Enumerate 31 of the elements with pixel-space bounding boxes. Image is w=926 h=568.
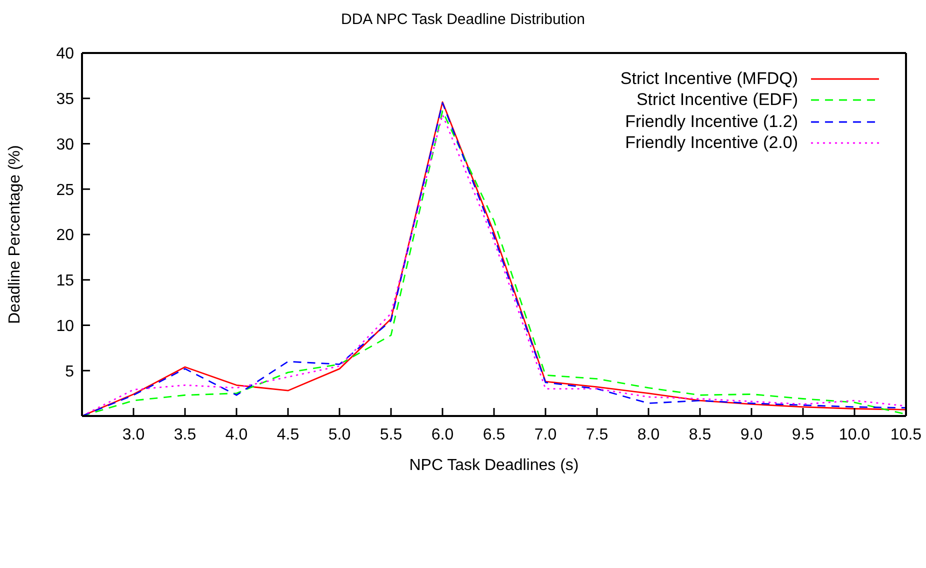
y-tick-label: 10: [56, 318, 74, 335]
x-tick-label: 6.5: [482, 426, 506, 444]
y-tick-label: 25: [56, 182, 74, 199]
y-tick-label: 35: [56, 91, 74, 108]
x-tick-label: 4.0: [225, 426, 248, 444]
y-tick-label: 20: [56, 227, 74, 244]
legend-label: Friendly Incentive (1.2): [625, 112, 798, 132]
x-tick-label: 3.0: [122, 426, 145, 444]
x-tick-label: 4.5: [276, 426, 300, 444]
x-axis-title: NPC Task Deadlines (s): [409, 457, 579, 474]
x-tick-label: 7.5: [586, 426, 608, 444]
y-tick-label: 30: [56, 136, 74, 154]
x-tick-label: 6.0: [431, 426, 454, 444]
chart-title: DDA NPC Task Deadline Distribution: [340, 11, 586, 28]
x-tick-label: 5.5: [380, 426, 402, 444]
legend-label: Strict Incentive (EDF): [636, 90, 798, 110]
y-tick-label: 40: [56, 46, 74, 63]
legend-label: Friendly Incentive (2.0): [625, 133, 798, 154]
y-tick-label: 15: [56, 272, 74, 290]
x-tick-label: 9.5: [792, 426, 814, 444]
x-tick-label: 9.0: [740, 426, 763, 444]
legend-label: Strict Incentive (MFDQ): [620, 68, 798, 89]
y-axis-title: Deadline Percentage (%): [6, 145, 24, 324]
y-tick-label: 5: [65, 363, 74, 380]
x-tick-label: 10.5: [890, 426, 922, 444]
x-tick-label: 8.0: [637, 426, 660, 444]
x-tick-label: 8.5: [688, 426, 712, 444]
x-tick-label: 5.0: [328, 426, 351, 444]
x-tick-label: 10.0: [838, 426, 870, 444]
x-tick-label: 3.5: [174, 426, 196, 444]
x-tick-label: 7.0: [534, 426, 557, 444]
